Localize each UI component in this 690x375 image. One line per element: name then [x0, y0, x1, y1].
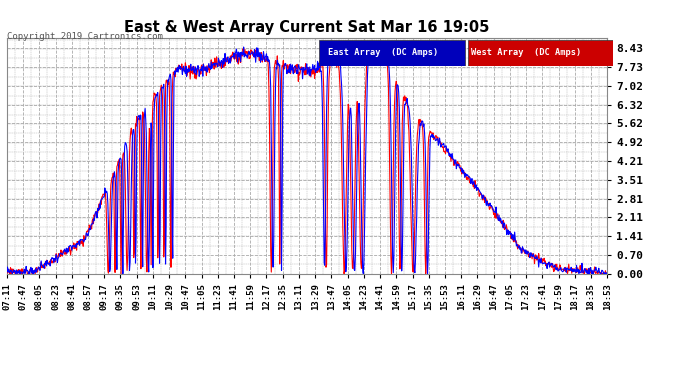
Text: East Array  (DC Amps): East Array (DC Amps): [328, 48, 438, 57]
Text: West Array  (DC Amps): West Array (DC Amps): [471, 48, 581, 57]
Text: Copyright 2019 Cartronics.com: Copyright 2019 Cartronics.com: [7, 32, 163, 41]
FancyBboxPatch shape: [468, 40, 613, 66]
FancyBboxPatch shape: [319, 40, 464, 66]
Title: East & West Array Current Sat Mar 16 19:05: East & West Array Current Sat Mar 16 19:…: [124, 20, 490, 35]
